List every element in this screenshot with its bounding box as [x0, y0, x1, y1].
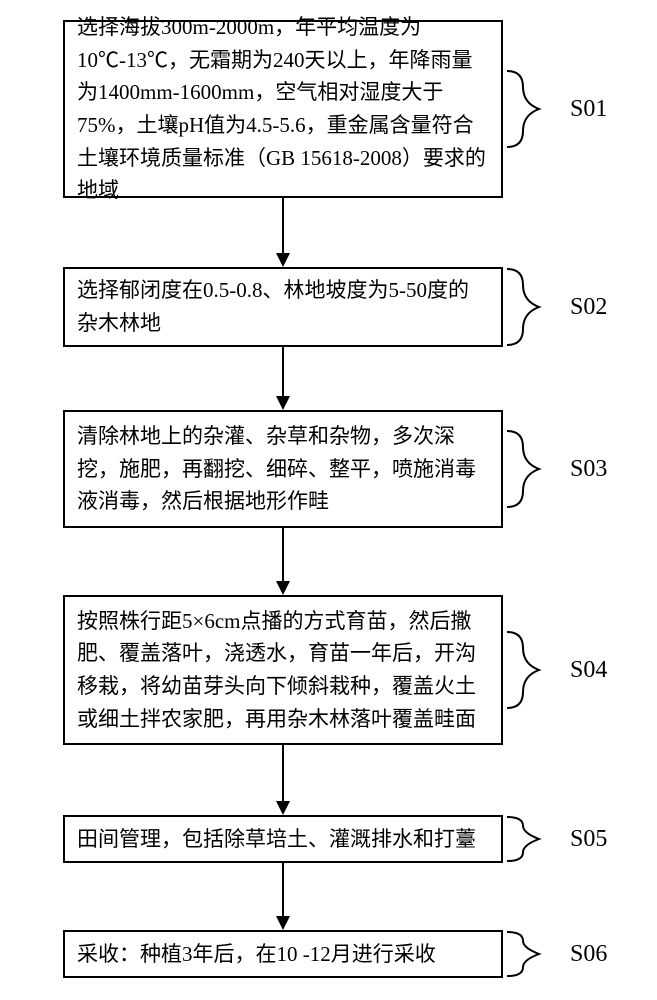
step-label-s01: S01: [570, 96, 607, 123]
flow-arrow: [282, 528, 284, 581]
flow-node-s03: 清除林地上的杂灌、杂草和杂物，多次深挖，施肥，再翻挖、细碎、整平，喷施消毒液消毒…: [63, 410, 503, 528]
flow-arrow: [282, 198, 284, 253]
step-label-s05: S05: [570, 826, 607, 853]
flow-arrow: [282, 347, 284, 396]
arrow-head-icon: [276, 253, 290, 267]
flow-arrow: [282, 863, 284, 916]
step-label-s04: S04: [570, 657, 607, 684]
brace-icon: [505, 429, 555, 509]
arrow-head-icon: [276, 396, 290, 410]
brace-icon: [505, 267, 555, 347]
flow-node-text: 选择海拔300m-2000m，年平均温度为10℃-13℃，无霜期为240天以上，…: [77, 11, 489, 206]
step-label-s06: S06: [570, 941, 607, 968]
flow-arrow: [282, 745, 284, 801]
flow-node-s05: 田间管理，包括除草培土、灌溉排水和打薹: [63, 815, 503, 863]
flow-node-text: 清除林地上的杂灌、杂草和杂物，多次深挖，施肥，再翻挖、细碎、整平，喷施消毒液消毒…: [77, 420, 489, 518]
flow-node-s06: 采收：种植3年后，在10 -12月进行采收: [63, 930, 503, 978]
arrow-head-icon: [276, 801, 290, 815]
flow-node-text: 按照株行距5×6cm点播的方式育苗，然后撒肥、覆盖落叶，浇透水，育苗一年后，开沟…: [77, 605, 489, 735]
brace-icon: [505, 930, 555, 978]
flow-node-text: 采收：种植3年后，在10 -12月进行采收: [77, 938, 436, 971]
flow-node-s02: 选择郁闭度在0.5-0.8、林地坡度为5-50度的杂木林地: [63, 267, 503, 347]
brace-icon: [505, 69, 555, 149]
flow-node-s01: 选择海拔300m-2000m，年平均温度为10℃-13℃，无霜期为240天以上，…: [63, 20, 503, 198]
brace-icon: [505, 630, 555, 710]
brace-icon: [505, 815, 555, 863]
flowchart-canvas: 选择海拔300m-2000m，年平均温度为10℃-13℃，无霜期为240天以上，…: [0, 0, 657, 1000]
arrow-head-icon: [276, 916, 290, 930]
step-label-s03: S03: [570, 456, 607, 483]
flow-node-text: 田间管理，包括除草培土、灌溉排水和打薹: [77, 823, 476, 856]
flow-node-s04: 按照株行距5×6cm点播的方式育苗，然后撒肥、覆盖落叶，浇透水，育苗一年后，开沟…: [63, 595, 503, 745]
flow-node-text: 选择郁闭度在0.5-0.8、林地坡度为5-50度的杂木林地: [77, 274, 489, 339]
step-label-s02: S02: [570, 294, 607, 321]
arrow-head-icon: [276, 581, 290, 595]
